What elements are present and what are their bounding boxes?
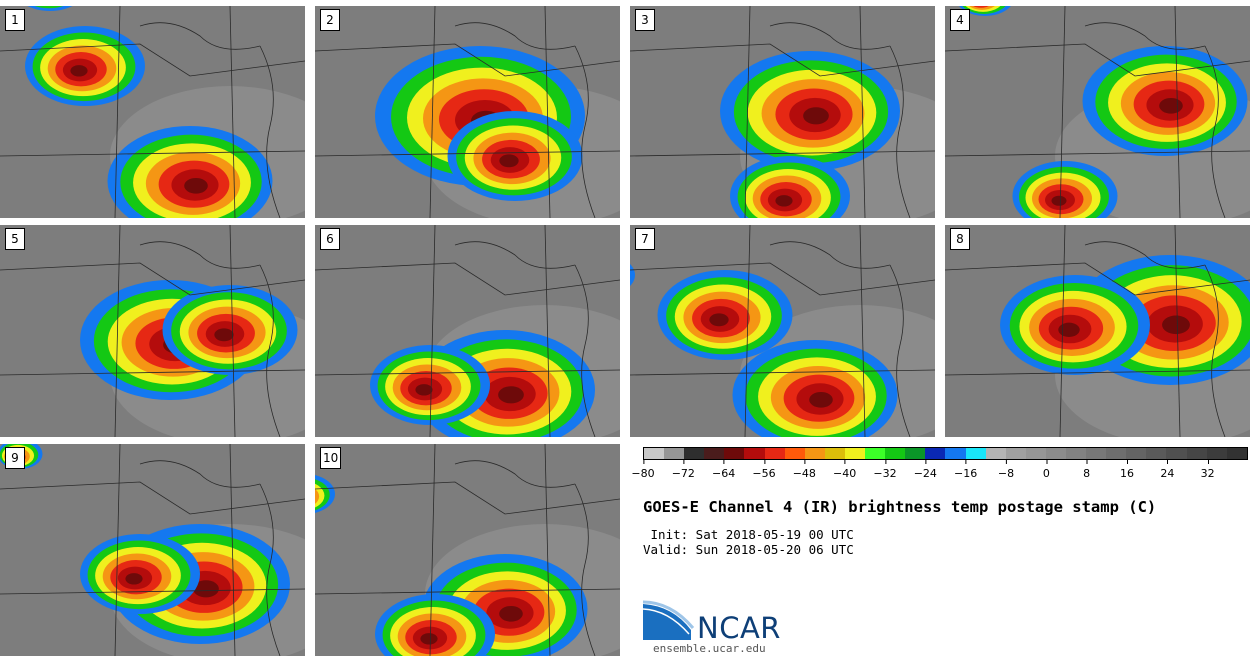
map-panel-3: 3: [630, 6, 935, 218]
colorbar-segment: [704, 448, 725, 459]
ir-satellite-map: [315, 6, 620, 218]
colorbar-tick-label: 8: [1083, 460, 1090, 480]
colorbar-segment: [965, 448, 986, 459]
colorbar-segment: [644, 448, 665, 459]
colorbar-segment: [1005, 448, 1026, 459]
panel-number-label: 7: [635, 228, 655, 250]
panel-number-label: 4: [950, 9, 970, 31]
colorbar-segment: [1025, 448, 1046, 459]
map-panel-10: 10: [315, 444, 620, 656]
ir-satellite-map: [630, 6, 935, 218]
panel-number-label: 6: [320, 228, 340, 250]
ir-satellite-map: [315, 444, 620, 656]
panel-number-label: 2: [320, 9, 340, 31]
valid-time: Valid: Sun 2018-05-20 06 UTC: [643, 542, 854, 557]
map-panel-6: 6: [315, 225, 620, 437]
colorbar-segment: [804, 448, 825, 459]
colorbar-segment: [684, 448, 705, 459]
panel-number-label: 5: [5, 228, 25, 250]
colorbar-segment: [1065, 448, 1087, 459]
colorbar-segment: [905, 448, 926, 459]
figure-title: GOES-E Channel 4 (IR) brightness temp po…: [643, 498, 1157, 516]
colorbar-segment: [885, 448, 906, 459]
colorbar-segment: [764, 448, 785, 459]
colorbar-tick-label: −40: [833, 460, 856, 480]
colorbar-tick-label: −80: [631, 460, 655, 480]
colorbar-segment: [844, 448, 866, 459]
colorbar-segment: [925, 448, 946, 459]
colorbar-tick-label: 24: [1160, 460, 1174, 480]
ir-satellite-map: [0, 444, 305, 656]
colorbar-segment: [865, 448, 886, 459]
colorbar-segment: [784, 448, 805, 459]
ir-satellite-map: [945, 225, 1250, 437]
map-panel-2: 2: [315, 6, 620, 218]
colorbar-segment: [1146, 448, 1167, 459]
panel-number-label: 1: [5, 9, 25, 31]
colorbar: [643, 447, 1248, 460]
colorbar-tick-label: 32: [1201, 460, 1215, 480]
colorbar-ticks: −80 −72 −64 −56 −48 −40 −32 −24 −16 −8 0 8 16 24 32: [631, 460, 1248, 484]
map-panel-9: 9: [0, 444, 305, 656]
colorbar-segment: [1045, 448, 1066, 459]
init-time: Init: Sat 2018-05-19 00 UTC: [643, 527, 854, 542]
colorbar-tick-label: −24: [914, 460, 937, 480]
colorbar-segment: [1126, 448, 1147, 459]
colorbar-segment: [1186, 448, 1207, 459]
colorbar-segment: [1106, 448, 1127, 459]
colorbar-segment: [744, 448, 765, 459]
colorbar-segment: [724, 448, 745, 459]
colorbar-segment: [945, 448, 966, 459]
colorbar-segment: [664, 448, 685, 459]
map-panel-1: 1: [0, 6, 305, 218]
colorbar-tick-label: −72: [672, 460, 695, 480]
colorbar-segment: [1086, 448, 1107, 459]
ncar-logo-text: NCAR: [697, 611, 781, 645]
colorbar-tick-label: −32: [873, 460, 897, 480]
map-panel-8: 8: [945, 225, 1250, 437]
colorbar-segment: [824, 448, 845, 459]
ir-satellite-map: [315, 225, 620, 437]
ir-satellite-map: [630, 225, 935, 437]
ncar-logo-icon: [643, 600, 695, 640]
panel-number-label: 9: [5, 447, 25, 469]
colorbar-segment: [1206, 448, 1227, 459]
ir-satellite-map: [945, 6, 1250, 218]
colorbar-segment: [1166, 448, 1187, 459]
colorbar-tick-label: −56: [752, 460, 776, 480]
colorbar-tick-label: −48: [793, 460, 816, 480]
map-panel-4: 4: [945, 6, 1250, 218]
panel-number-label: 3: [635, 9, 655, 31]
ir-satellite-map: [0, 225, 305, 437]
site-url: ensemble.ucar.edu: [653, 642, 766, 655]
map-panel-7: 7: [630, 225, 935, 437]
map-panel-5: 5: [0, 225, 305, 437]
ir-satellite-map: [0, 6, 305, 218]
colorbar-tick-label: −16: [954, 460, 977, 480]
colorbar-tick-label: −64: [712, 460, 735, 480]
colorbar-tick-label: 16: [1120, 460, 1134, 480]
panel-number-label: 8: [950, 228, 970, 250]
panel-number-label: 10: [320, 447, 342, 469]
colorbar-segment: [1226, 448, 1247, 459]
colorbar-segment: [985, 448, 1006, 459]
colorbar-tick-label: −8: [998, 460, 1014, 480]
colorbar-tick-label: 0: [1043, 460, 1050, 480]
